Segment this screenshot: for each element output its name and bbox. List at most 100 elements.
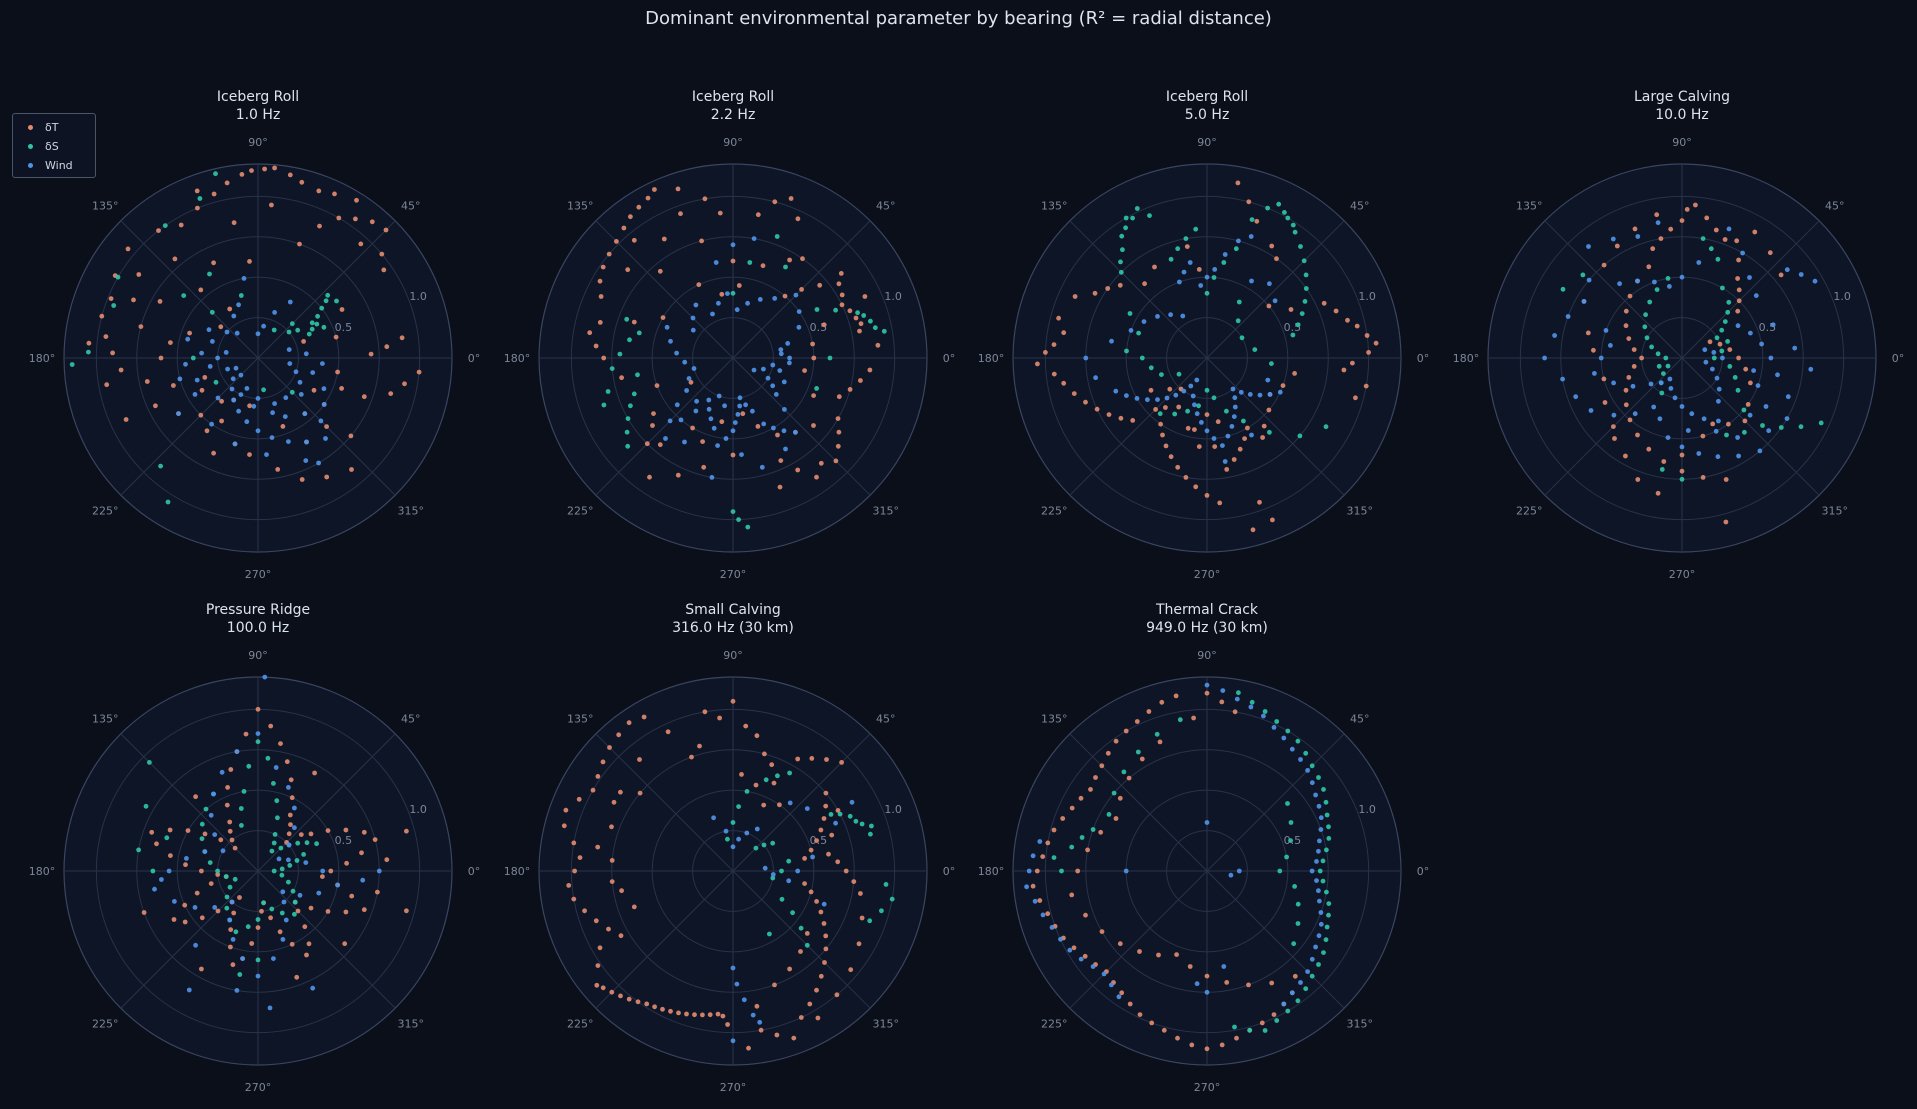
scatter-point: [1295, 998, 1301, 1004]
scatter-point: [1663, 355, 1669, 361]
scatter-point: [271, 956, 276, 961]
series-δS: [1118, 201, 1329, 439]
scatter-point: [192, 905, 198, 910]
scatter-point: [1586, 277, 1592, 283]
scatter-point: [289, 795, 295, 801]
scatter-point: [231, 397, 237, 403]
scatter-point: [1121, 769, 1127, 775]
scatter-point: [1642, 324, 1648, 330]
scatter-point: [1763, 404, 1769, 409]
scatter-point: [202, 831, 208, 837]
scatter-point: [1177, 717, 1183, 723]
scatter-point: [700, 439, 705, 444]
scatter-point: [1316, 962, 1321, 967]
legend-item-wind[interactable]: Wind: [19, 156, 89, 175]
scatter-point: [1153, 407, 1158, 412]
scatter-point: [283, 395, 289, 401]
scatter-point: [1187, 964, 1193, 969]
scatter-point: [783, 264, 788, 270]
scatter-point: [607, 745, 612, 750]
scatter-point: [255, 396, 261, 401]
scatter-point: [795, 216, 801, 222]
angular-grid-line: [1206, 220, 1345, 359]
scatter-point: [321, 402, 327, 407]
scatter-point: [1655, 490, 1661, 496]
subplot-subtitle: 100.0 Hz: [227, 620, 289, 636]
scatter-point: [1181, 269, 1187, 275]
scatter-point: [1204, 989, 1210, 995]
scatter-point: [690, 425, 695, 431]
scatter-point: [1083, 912, 1088, 918]
angle-tick-label: 135°: [567, 712, 594, 725]
scatter-point: [835, 443, 841, 449]
polar-subplot-5: 0° 45° 90° 135° 180° 225° 270° 315° 0.5 1.0 Pressu…: [29, 602, 481, 1094]
scatter-point: [667, 418, 673, 424]
legend-item-dT[interactable]: δT: [19, 118, 89, 137]
scatter-point: [286, 857, 291, 863]
scatter-point: [228, 927, 234, 932]
scatter-point: [730, 698, 736, 704]
scatter-point: [1710, 366, 1715, 372]
scatter-point: [1196, 444, 1202, 449]
scatter-point: [1623, 453, 1628, 459]
scatter-point: [199, 387, 205, 393]
scatter-point: [1601, 376, 1607, 382]
scatter-point: [1714, 375, 1720, 381]
scatter-point: [1085, 847, 1090, 853]
scatter-point: [278, 845, 284, 851]
scatter-point: [306, 331, 312, 337]
scatter-point: [688, 379, 694, 385]
scatter-point: [286, 831, 292, 837]
scatter-point: [761, 366, 766, 372]
scatter-point: [1288, 820, 1294, 825]
legend-item-dS[interactable]: δS: [19, 137, 89, 156]
scatter-point: [771, 425, 776, 431]
scatter-point: [616, 732, 622, 738]
scatter-point: [298, 832, 304, 837]
scatter-point: [713, 260, 719, 265]
scatter-point: [757, 1019, 763, 1025]
scatter-point: [372, 837, 378, 842]
scatter-point: [193, 794, 199, 800]
scatter-point: [147, 760, 152, 765]
scatter-point: [299, 477, 305, 482]
scatter-point: [736, 283, 742, 288]
scatter-point: [199, 836, 205, 842]
scatter-point: [644, 441, 650, 447]
scatter-point: [774, 1032, 780, 1038]
scatter-point: [312, 770, 317, 776]
scatter-point: [247, 259, 252, 264]
scatter-point: [368, 351, 374, 357]
scatter-point: [1069, 844, 1075, 850]
scatter-point: [822, 960, 827, 965]
scatter-point: [325, 292, 331, 298]
series-Wind: [152, 674, 382, 1011]
scatter-point: [275, 815, 280, 821]
scatter-point: [1099, 763, 1105, 769]
scatter-point: [796, 324, 802, 330]
angle-tick-label: 315°: [1821, 505, 1848, 518]
scatter-point: [1128, 328, 1134, 333]
scatter-point: [99, 313, 105, 319]
scatter-point: [745, 300, 750, 306]
scatter-point: [229, 899, 235, 905]
scatter-point: [824, 757, 829, 762]
scatter-point: [144, 379, 150, 384]
scatter-point: [676, 1010, 681, 1016]
scatter-point: [1291, 941, 1297, 947]
scatter-point: [316, 460, 321, 466]
scatter-point: [269, 435, 275, 440]
scatter-point: [1157, 411, 1163, 417]
angle-tick-label: 225°: [92, 1018, 119, 1031]
scatter-point: [755, 424, 761, 429]
scatter-point: [1647, 299, 1653, 305]
scatter-point: [178, 222, 184, 228]
scatter-point: [869, 823, 874, 829]
scatter-point: [1759, 341, 1764, 347]
series-δT: [1035, 180, 1379, 533]
series-δT: [86, 165, 422, 482]
scatter-point: [750, 408, 755, 414]
scatter-point: [1679, 468, 1685, 474]
scatter-point: [1298, 757, 1303, 762]
scatter-point: [1117, 282, 1123, 288]
